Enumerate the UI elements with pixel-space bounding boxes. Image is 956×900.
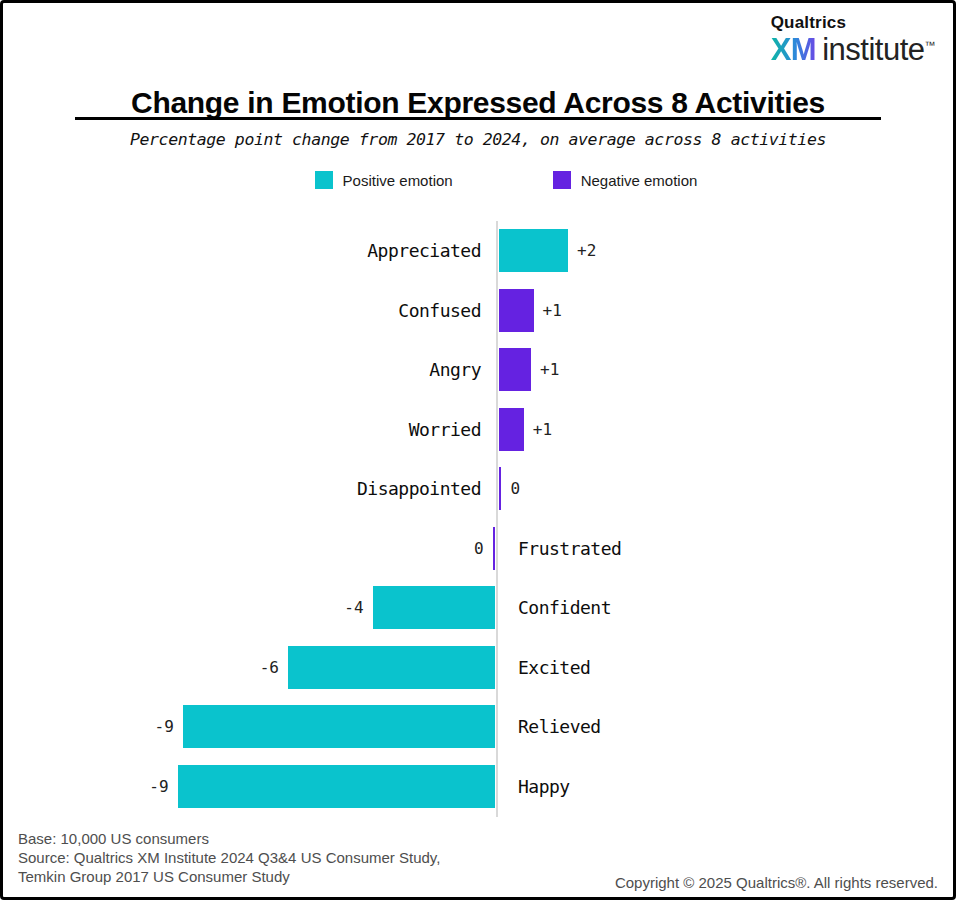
- value-label-excited: -6: [3, 646, 279, 689]
- value-label-confused: +1: [543, 289, 562, 332]
- zero-axis-line: [496, 221, 498, 817]
- category-label-excited: Excited: [518, 646, 590, 689]
- bar-chart-area: Appreciated +2 Confused +1 Angry +1 Worried +1 D…: [3, 221, 953, 821]
- bar-confused: [499, 289, 534, 332]
- bar-angry: [499, 348, 531, 391]
- value-label-appreciated: +2: [577, 229, 596, 272]
- category-label-relieved: Relieved: [518, 705, 601, 748]
- bar-appreciated: [499, 229, 568, 272]
- bar-worried: [499, 408, 524, 451]
- footnote-line: Base: 10,000 US consumers: [18, 829, 440, 848]
- value-label-confident: -4: [3, 586, 364, 629]
- category-label-frustrated: Frustrated: [518, 527, 621, 570]
- value-label-happy: -9: [3, 765, 169, 808]
- value-label-relieved: -9: [3, 705, 174, 748]
- bar-happy: [178, 765, 495, 808]
- footnote-line: Source: Qualtrics XM Institute 2024 Q3&4…: [18, 848, 440, 867]
- bar-confident: [373, 586, 495, 629]
- category-label-confident: Confident: [518, 586, 611, 629]
- bar-relieved: [183, 705, 495, 748]
- trademark-symbol: ™: [925, 38, 936, 50]
- value-label-frustrated: 0: [3, 527, 484, 570]
- category-label-confused: Confused: [3, 289, 481, 332]
- logo-company-text: Qualtrics: [771, 14, 935, 33]
- bar-excited: [288, 646, 495, 689]
- value-label-angry: +1: [540, 348, 559, 391]
- footnote-line: Temkin Group 2017 US Consumer Study: [18, 867, 440, 886]
- qualtrics-xm-institute-logo: Qualtrics XMinstitute™: [771, 14, 935, 67]
- positive-emotion-swatch: [315, 171, 333, 189]
- chart-legend: Positive emotion Negative emotion: [31, 171, 956, 189]
- legend-label-positive: Positive emotion: [343, 172, 453, 189]
- category-label-angry: Angry: [3, 348, 481, 391]
- logo-xm-gradient-text: XM: [771, 32, 817, 67]
- category-label-disappointed: Disappointed: [3, 467, 481, 510]
- category-label-worried: Worried: [3, 408, 481, 451]
- negative-emotion-swatch: [553, 171, 571, 189]
- chart-title: Change in Emotion Expressed Across 8 Act…: [3, 86, 953, 120]
- legend-item-positive: Positive emotion: [315, 171, 453, 189]
- chart-subtitle: Percentage point change from 2017 to 202…: [3, 130, 953, 149]
- bar-disappointed: [499, 467, 501, 510]
- logo-brand-text: XMinstitute™: [771, 33, 935, 67]
- legend-label-negative: Negative emotion: [581, 172, 698, 189]
- source-footnote: Base: 10,000 US consumers Source: Qualtr…: [18, 829, 440, 886]
- category-label-happy: Happy: [518, 765, 570, 808]
- copyright-text: Copyright © 2025 Qualtrics®. All rights …: [615, 874, 938, 891]
- chart-card: Qualtrics XMinstitute™ Change in Emotion…: [0, 0, 956, 900]
- logo-institute-text: institute: [822, 32, 924, 67]
- title-underline: [75, 117, 881, 120]
- category-label-appreciated: Appreciated: [3, 229, 481, 272]
- value-label-worried: +1: [533, 408, 552, 451]
- value-label-disappointed: 0: [510, 467, 520, 510]
- legend-item-negative: Negative emotion: [553, 171, 698, 189]
- bar-frustrated: [493, 527, 495, 570]
